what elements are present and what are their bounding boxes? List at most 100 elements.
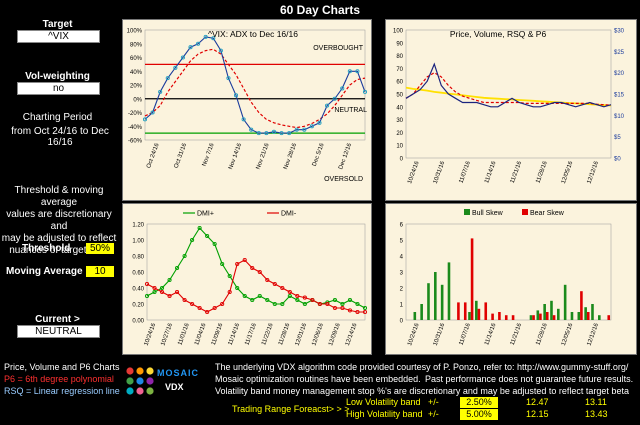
x-tick-label: Dec 12/16 bbox=[338, 142, 353, 170]
adx-point bbox=[142, 117, 148, 122]
high-vol-upper: 13.43 bbox=[585, 409, 608, 419]
dmi-minus-point bbox=[182, 297, 187, 303]
logo-dot bbox=[146, 387, 154, 395]
adx-point bbox=[309, 124, 314, 129]
dmi-plus-point bbox=[212, 241, 217, 247]
y-tick-label: 40% bbox=[130, 70, 143, 76]
x-tick-label: 11/07/16 bbox=[458, 160, 472, 184]
adx-point bbox=[218, 48, 223, 53]
page-title: 60 Day Charts bbox=[279, 3, 361, 17]
bear-skew-bar bbox=[491, 313, 494, 320]
dmi-minus-point bbox=[317, 301, 322, 307]
logo-dot bbox=[126, 387, 134, 395]
low-pm: +/- bbox=[428, 397, 439, 407]
vol-weighting-field[interactable]: no bbox=[17, 82, 100, 95]
adx-point bbox=[332, 96, 337, 101]
vol-weighting-label: Vol-weighting bbox=[25, 71, 90, 82]
x-tick-label: 11/01/16 bbox=[177, 322, 191, 346]
x-tick-label: 11/09/16 bbox=[211, 322, 225, 346]
dmi-minus-point bbox=[265, 277, 270, 283]
dmi-minus-point bbox=[362, 309, 368, 315]
dmi-minus-point bbox=[287, 289, 292, 295]
dmi-minus-point bbox=[295, 293, 300, 299]
note-line: may be adjusted to reflect bbox=[1, 233, 117, 244]
target-label: Target bbox=[42, 19, 73, 30]
x-tick-label: Dec 5/16 bbox=[312, 142, 326, 167]
adx-point bbox=[340, 86, 345, 91]
bull-skew-bar bbox=[447, 262, 451, 320]
x-tick-label: Nov 14/16 bbox=[228, 142, 243, 170]
moving-average-field[interactable]: 10 bbox=[86, 266, 114, 277]
y-tick-label: 30 bbox=[396, 118, 403, 124]
bear-skew-bar bbox=[552, 315, 556, 320]
x-tick-label: 11/28/16 bbox=[535, 160, 549, 184]
logo-dot bbox=[146, 377, 154, 385]
bear-skew-bar bbox=[477, 308, 481, 320]
bull-skew-bar bbox=[440, 284, 444, 320]
skew-chart-svg: 6 5 4 3 2 1 0 Bull Skew Bear Skew 10/24/16 10/31/1… bbox=[400, 209, 612, 347]
adx-chart-svg: 100% 80% 60% 40% 20% 0% -20% -40% -60% ^VIX: ADX … bbox=[127, 29, 367, 184]
legend-swatch-bear bbox=[522, 209, 528, 215]
legend-rsq: RSQ = Linear regression line bbox=[4, 386, 120, 396]
bear-skew-bar bbox=[470, 238, 474, 320]
bear-skew-bar bbox=[504, 315, 508, 320]
x-tick-label: 11/04/16 bbox=[194, 322, 208, 346]
adx-point bbox=[233, 93, 239, 98]
adx-point bbox=[256, 131, 261, 136]
threshold-field[interactable]: 50% bbox=[86, 243, 114, 254]
dmi-minus-point bbox=[355, 309, 360, 315]
adx-point bbox=[180, 55, 185, 60]
plot-area bbox=[146, 223, 366, 321]
discretionary-note: Threshold & moving average values are di… bbox=[0, 185, 118, 257]
target-field[interactable]: ^VIX bbox=[17, 30, 100, 43]
bull-skew-bar bbox=[427, 283, 430, 320]
annotation-oversold: OVERSOLD bbox=[324, 176, 363, 183]
bear-skew-bar bbox=[580, 291, 583, 320]
x-tick-label: 12/09/16 bbox=[328, 322, 342, 347]
dmi-minus-point bbox=[159, 289, 165, 295]
y-tick-label: 4 bbox=[400, 255, 404, 261]
chart-title: ^VIX: ADX to Dec 16/16 bbox=[208, 29, 298, 39]
dmi-minus-point bbox=[167, 293, 172, 299]
x-tick-label: 11/14/16 bbox=[484, 160, 498, 184]
bear-skew-bar bbox=[532, 315, 535, 320]
dmi-minus-point bbox=[152, 285, 157, 291]
y-tick-label: 0 bbox=[400, 319, 404, 325]
dmi-plus-point bbox=[159, 285, 165, 291]
x-tick-label: Nov 21/16 bbox=[256, 142, 271, 170]
high-vol-pct[interactable]: 5.00% bbox=[460, 409, 498, 420]
adx-point bbox=[165, 76, 170, 81]
y-tick-label: $25 bbox=[614, 50, 625, 56]
legend-price-volume: Price, Volume and P6 Charts bbox=[4, 362, 120, 372]
logo-dot bbox=[126, 377, 134, 385]
dmi-minus-point bbox=[257, 269, 262, 275]
y-tick-label: 1.00 bbox=[132, 239, 144, 245]
x-tick-label: 12/12/16 bbox=[586, 322, 600, 347]
x-tick-label: 11/28/16 bbox=[278, 322, 292, 346]
adx-point bbox=[287, 131, 292, 136]
price-chart-svg: 1009080706050403020100$30$25$20$15$10$5$… bbox=[393, 29, 625, 185]
price-chart: 100 90 80 70 60 50 40 30 20 10 0 $30 $25 $20 $15 $10 $5 $… bbox=[385, 19, 637, 201]
dmi-plus-point bbox=[332, 297, 337, 303]
current-label: Current > bbox=[35, 314, 80, 325]
low-vol-pct[interactable]: 2.50% bbox=[460, 397, 498, 408]
dmi-minus-point bbox=[325, 301, 330, 307]
logo-dot bbox=[146, 367, 154, 375]
legend-bear-skew: Bear Skew bbox=[530, 210, 565, 217]
adx-point bbox=[188, 45, 193, 50]
dmi-minus-point bbox=[250, 265, 255, 271]
x-tick-label: 11/22/16 bbox=[261, 322, 275, 346]
bull-skew-bar bbox=[468, 312, 471, 320]
legend-bull-skew: Bull Skew bbox=[472, 210, 504, 217]
bear-skew-bar bbox=[607, 315, 611, 320]
note-line: Threshold & moving average bbox=[14, 185, 104, 208]
dmi-plus-point bbox=[257, 293, 262, 299]
y-tick-label: 5 bbox=[400, 239, 404, 245]
plot-area bbox=[405, 223, 612, 321]
x-tick-label: 12/14/16 bbox=[345, 322, 359, 347]
dmi-plus-point bbox=[280, 301, 285, 307]
x-tick-label: 11/14/16 bbox=[484, 322, 498, 346]
dmi-plus-point bbox=[340, 301, 345, 307]
x-tick-label: 10/31/16 bbox=[433, 322, 447, 347]
y-tick-label: 10 bbox=[396, 144, 403, 150]
